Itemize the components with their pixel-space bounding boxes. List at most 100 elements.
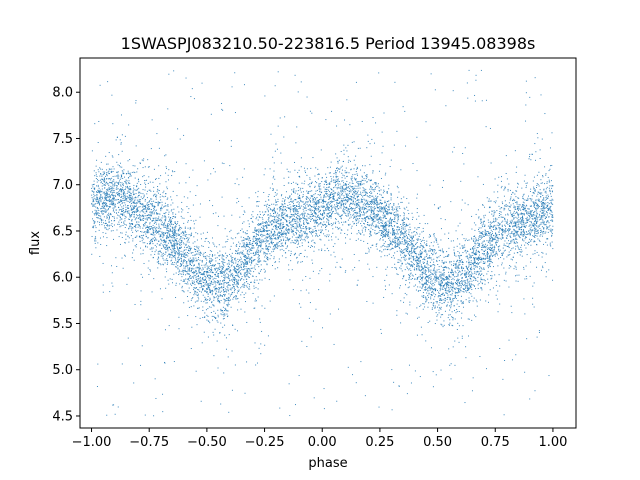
data-point [392, 238, 394, 240]
data-point [165, 224, 167, 226]
data-point [364, 217, 366, 219]
data-point [261, 279, 263, 281]
data-point [247, 253, 249, 255]
data-point [131, 209, 133, 211]
data-point [118, 194, 120, 196]
data-point [428, 250, 430, 252]
data-point [505, 214, 507, 216]
data-point [439, 274, 441, 276]
data-point [297, 261, 299, 263]
data-point [155, 246, 157, 248]
data-point [275, 143, 277, 145]
data-point [176, 247, 178, 249]
data-point [161, 232, 163, 234]
data-point [435, 274, 437, 276]
data-point [501, 216, 503, 218]
data-point [361, 199, 363, 201]
data-point [259, 318, 261, 320]
data-point [349, 124, 351, 126]
data-point [345, 147, 347, 149]
data-point [517, 231, 519, 233]
data-point [515, 280, 517, 282]
data-point [277, 217, 279, 219]
data-point [270, 232, 272, 234]
data-point [402, 233, 404, 235]
data-point [153, 415, 155, 417]
data-point [424, 256, 426, 258]
data-point [301, 196, 303, 198]
data-point [181, 254, 183, 256]
data-point [469, 274, 471, 276]
data-point [403, 240, 405, 242]
data-point [282, 225, 284, 227]
data-point [208, 283, 210, 285]
data-point [108, 184, 110, 186]
data-point [369, 233, 371, 235]
data-point [163, 196, 165, 198]
data-point [347, 224, 349, 226]
data-point [218, 276, 220, 278]
data-point [187, 269, 189, 271]
data-point [485, 243, 487, 245]
data-point [217, 300, 219, 302]
data-point [545, 224, 547, 226]
data-point [489, 240, 491, 242]
data-point [246, 261, 248, 263]
data-point [267, 335, 269, 337]
data-point [359, 180, 361, 182]
data-point [309, 208, 311, 210]
data-point [272, 242, 274, 244]
data-point [500, 187, 502, 189]
data-point [461, 312, 463, 314]
data-point [223, 317, 225, 319]
data-point [420, 255, 422, 257]
data-point [266, 230, 268, 232]
data-point [383, 189, 385, 191]
data-point [195, 293, 197, 295]
data-point [416, 197, 418, 199]
data-point [350, 214, 352, 216]
data-point [124, 202, 126, 204]
data-point [226, 310, 228, 312]
data-point [345, 184, 347, 186]
data-point [265, 221, 267, 223]
data-point [198, 263, 200, 265]
data-point [397, 261, 399, 263]
data-point [127, 236, 129, 238]
data-point [93, 203, 95, 205]
data-point [367, 209, 369, 211]
data-point [524, 208, 526, 210]
data-point [275, 194, 277, 196]
data-point [444, 267, 446, 268]
data-point [122, 187, 124, 189]
data-point [250, 273, 252, 275]
data-point [483, 246, 485, 248]
data-point [536, 174, 538, 176]
data-point [184, 280, 186, 282]
data-point [288, 230, 290, 232]
data-point [499, 347, 501, 349]
data-point [132, 191, 134, 193]
data-point [196, 281, 198, 283]
data-point [359, 210, 361, 212]
data-point [511, 241, 513, 243]
data-point [139, 240, 141, 242]
data-point [246, 242, 248, 244]
data-point [121, 210, 123, 212]
data-point [132, 201, 134, 203]
data-point [297, 262, 299, 264]
data-point [273, 250, 275, 252]
data-point [264, 95, 266, 97]
data-point [108, 188, 110, 190]
data-point [256, 205, 258, 207]
data-point [218, 268, 220, 270]
data-point [360, 184, 362, 186]
data-point [96, 386, 98, 387]
data-point [99, 255, 101, 257]
data-point [310, 216, 312, 218]
data-point [441, 282, 443, 284]
data-point [418, 254, 420, 256]
data-point [540, 216, 542, 218]
data-point [510, 196, 512, 198]
data-point [200, 276, 201, 278]
